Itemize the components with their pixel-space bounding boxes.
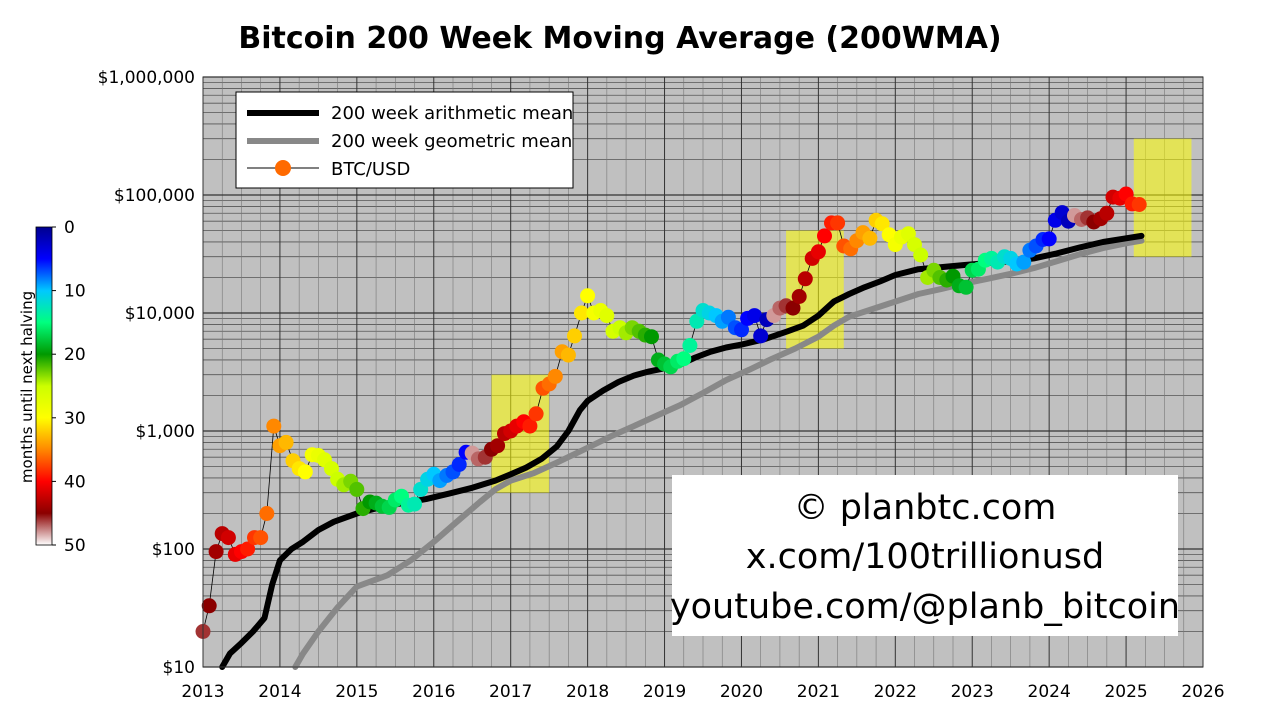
btc-price-dot: [785, 300, 801, 316]
btc-price-dot: [522, 418, 538, 434]
btc-price-dot: [830, 215, 846, 231]
legend-label: 200 week geometric mean: [331, 131, 572, 152]
btc-price-dot: [1016, 254, 1032, 270]
btc-price-dot: [240, 541, 256, 557]
y-tick-label: $100,000: [114, 186, 195, 206]
y-tick-label: $1,000: [136, 422, 195, 442]
btc-price-dot: [734, 322, 749, 338]
watermark-x-handle: x.com/100trillionusd: [746, 537, 1104, 577]
btc-price-dot: [220, 530, 236, 546]
btc-price-dot: [817, 228, 832, 244]
colorbar-label: months until next halving: [18, 291, 36, 483]
btc-price-dot: [791, 289, 807, 304]
btc-price-dot: [644, 329, 659, 345]
btc-price-dot: [676, 351, 692, 367]
x-tick-label: 2023: [951, 682, 994, 702]
btc-price-dot: [958, 279, 974, 295]
btc-price-dot: [349, 481, 365, 497]
btc-price-dot: [747, 308, 762, 324]
btc-price-dot: [208, 544, 224, 560]
btc-price-dot: [1041, 231, 1057, 247]
legend-label: BTC/USD: [331, 159, 410, 180]
x-tick-label: 2015: [335, 682, 378, 702]
btc-price-dot: [874, 216, 890, 232]
colorbar-tick-label: 0: [64, 218, 75, 238]
legend-label: 200 week arithmetic mean: [331, 103, 573, 124]
btc-price-dot: [490, 438, 506, 454]
btc-price-dot: [201, 598, 217, 614]
y-tick-label: $10: [163, 658, 195, 678]
x-tick-label: 2018: [566, 682, 609, 702]
x-tick-label: 2022: [874, 682, 917, 702]
x-tick-label: 2019: [643, 682, 686, 702]
colorbar: [35, 226, 53, 546]
btc-price-dot: [580, 288, 596, 304]
btc-price-dot: [913, 247, 929, 263]
colorbar-tick-label: 50: [64, 536, 86, 556]
btc-price-dot: [528, 406, 544, 422]
x-tick-label: 2021: [797, 682, 840, 702]
x-tick-label: 2025: [1104, 682, 1147, 702]
watermark: © planbtc.com x.com/100trillionusd youtube…: [670, 475, 1180, 636]
legend: 200 week arithmetic mean 200 week geometr…: [235, 91, 574, 189]
btc-price-dot: [560, 347, 576, 363]
colorbar-tick-label: 30: [64, 409, 86, 429]
btc-price-dot: [797, 271, 813, 287]
x-tick-label: 2016: [412, 682, 455, 702]
btc-price-dot: [862, 230, 878, 246]
legend-btc-dot-swatch: [275, 160, 291, 176]
y-tick-label: $1,000,000: [98, 68, 195, 88]
btc-price-dot: [297, 464, 313, 480]
watermark-site: © planbtc.com: [794, 488, 1057, 528]
y-tick-label: $10,000: [125, 304, 195, 324]
colorbar-tick-label: 40: [64, 472, 86, 492]
watermark-youtube: youtube.com/@planb_bitcoin: [670, 587, 1180, 627]
geometric-mean-line: [292, 237, 1145, 670]
y-tick-label: $100: [152, 540, 195, 560]
watermark-box: [672, 475, 1178, 636]
btc-price-dot: [1099, 205, 1115, 221]
x-tick-label: 2017: [489, 682, 532, 702]
btc-price-dot: [900, 226, 916, 242]
btc-price-dot: [407, 496, 422, 512]
btc-price-dot: [278, 434, 294, 450]
plot-border: [202, 76, 1204, 668]
x-tick-label: 2024: [1028, 682, 1071, 702]
x-tick-label: 2014: [258, 682, 301, 702]
btc-price-dot: [547, 368, 563, 384]
x-tick-label: 2026: [1181, 682, 1224, 702]
x-tick-label: 2013: [181, 682, 224, 702]
btc-price-dot: [682, 338, 698, 353]
btc-price-dot: [259, 506, 275, 521]
btc-price-dot: [753, 328, 769, 344]
btc-price-dot: [574, 305, 589, 321]
arithmetic-mean-line: [219, 232, 1145, 670]
btc-price-dot: [810, 244, 826, 260]
btc-price-dot: [599, 308, 615, 324]
btc-price-dot: [1131, 197, 1147, 212]
colorbar-tick-label: 20: [64, 345, 86, 365]
btc-price-dot: [451, 457, 467, 472]
x-tick-label: 2020: [720, 682, 763, 702]
btc-price-dot: [266, 418, 282, 434]
chart-title: Bitcoin 200 Week Moving Average (200WMA): [238, 21, 1001, 56]
colorbar-tick-label: 10: [64, 282, 86, 302]
btc-price-dot: [253, 530, 269, 546]
btc-price-dot: [567, 328, 582, 344]
